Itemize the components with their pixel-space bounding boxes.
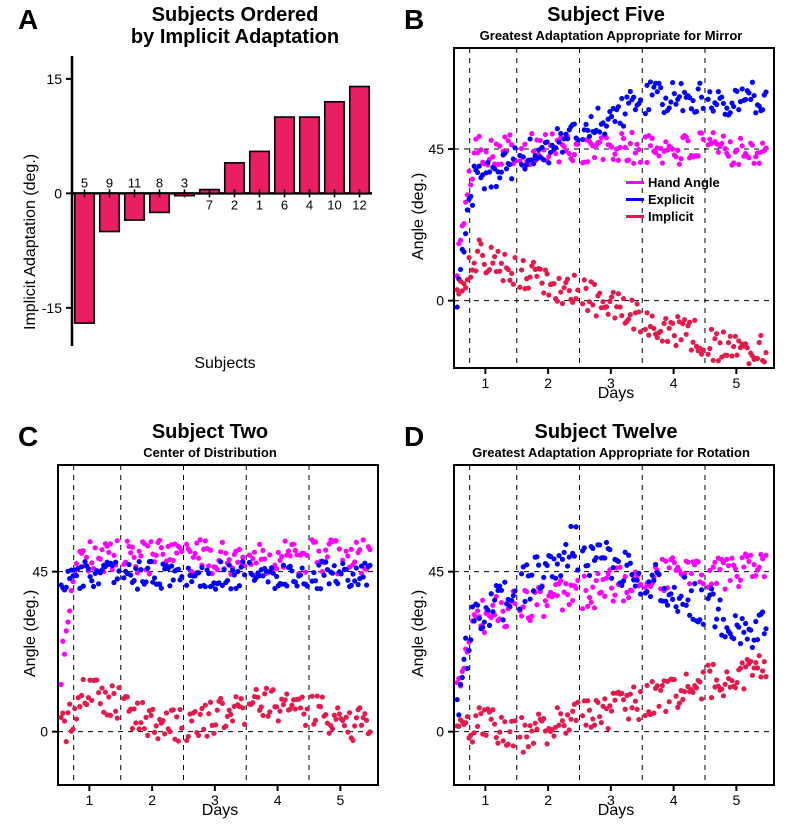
panel-b-ylabel: Angle (deg.) [410, 173, 428, 260]
svg-text:7: 7 [206, 197, 213, 212]
svg-text:5: 5 [336, 792, 344, 808]
svg-text:1: 1 [481, 792, 489, 808]
svg-text:2: 2 [148, 792, 156, 808]
panel-c-letter: C [18, 421, 38, 453]
legend-hand-angle: Hand Angle [626, 175, 720, 190]
panel-d-svg: 12345045 [396, 417, 792, 834]
legend-implicit: Implicit [626, 209, 720, 224]
panel-d-letter: D [404, 421, 424, 453]
svg-text:2: 2 [544, 375, 552, 391]
legend-explicit: Explicit [626, 192, 720, 207]
svg-text:4: 4 [274, 792, 282, 808]
svg-text:2: 2 [231, 197, 238, 212]
panel-a-xlabel: Subjects [150, 355, 300, 373]
panel-c-xlabel: Days [170, 802, 270, 820]
panel-a-ylabel: Implicit Adaptation (deg.) [22, 154, 40, 330]
panel-b-legend: Hand Angle Explicit Implicit [626, 175, 720, 226]
legend-label: Explicit [648, 192, 694, 207]
svg-text:3: 3 [181, 175, 188, 190]
svg-text:10: 10 [327, 197, 341, 212]
svg-text:4: 4 [670, 792, 678, 808]
svg-text:9: 9 [106, 175, 113, 190]
svg-text:0: 0 [54, 185, 62, 201]
svg-text:4: 4 [670, 375, 678, 391]
svg-text:1: 1 [256, 197, 263, 212]
svg-text:0: 0 [436, 293, 444, 309]
figure: A Subjects Ordered by Implicit Adaptatio… [0, 0, 792, 834]
svg-text:1: 1 [481, 375, 489, 391]
svg-text:8: 8 [156, 175, 163, 190]
panel-d-ylabel: Angle (deg.) [410, 590, 428, 677]
panel-c-title: Subject Two [100, 421, 320, 443]
panel-a: A Subjects Ordered by Implicit Adaptatio… [0, 0, 396, 417]
legend-label: Hand Angle [648, 175, 720, 190]
panel-b-title: Subject Five [476, 4, 736, 26]
panel-b-letter: B [404, 4, 424, 36]
svg-text:1: 1 [85, 792, 93, 808]
svg-text:11: 11 [128, 175, 142, 190]
panel-d: D Subject Twelve Greatest Adaptation App… [396, 417, 792, 834]
panel-d-subtitle: Greatest Adaptation Appropriate for Rota… [436, 445, 786, 460]
svg-text:45: 45 [32, 564, 48, 580]
panel-a-title: Subjects Ordered by Implicit Adaptation [90, 4, 380, 48]
panel-c-svg: 12345045 [0, 417, 396, 834]
svg-text:4: 4 [306, 197, 313, 212]
panel-c-subtitle: Center of Distribution [100, 445, 320, 460]
svg-text:5: 5 [732, 792, 740, 808]
svg-text:12: 12 [352, 197, 366, 212]
panel-a-letter: A [18, 4, 38, 36]
svg-text:5: 5 [81, 175, 88, 190]
svg-text:0: 0 [436, 724, 444, 740]
legend-label: Implicit [648, 209, 694, 224]
panel-d-xlabel: Days [566, 802, 666, 820]
panel-b-xlabel: Days [566, 385, 666, 403]
svg-text:15: 15 [46, 71, 62, 87]
svg-text:2: 2 [544, 792, 552, 808]
panel-c: C Subject Two Center of Distribution Ang… [0, 417, 396, 834]
svg-text:-15: -15 [42, 300, 62, 316]
panel-d-title: Subject Twelve [476, 421, 736, 443]
panel-b-subtitle: Greatest Adaptation Appropriate for Mirr… [446, 28, 776, 43]
svg-text:45: 45 [428, 564, 444, 580]
svg-text:0: 0 [40, 724, 48, 740]
svg-text:6: 6 [281, 197, 288, 212]
panel-b-svg: 12345045 [396, 0, 792, 417]
svg-text:45: 45 [428, 141, 444, 157]
panel-c-ylabel: Angle (deg.) [22, 590, 40, 677]
svg-text:5: 5 [732, 375, 740, 391]
panel-b: B Subject Five Greatest Adaptation Appro… [396, 0, 792, 417]
